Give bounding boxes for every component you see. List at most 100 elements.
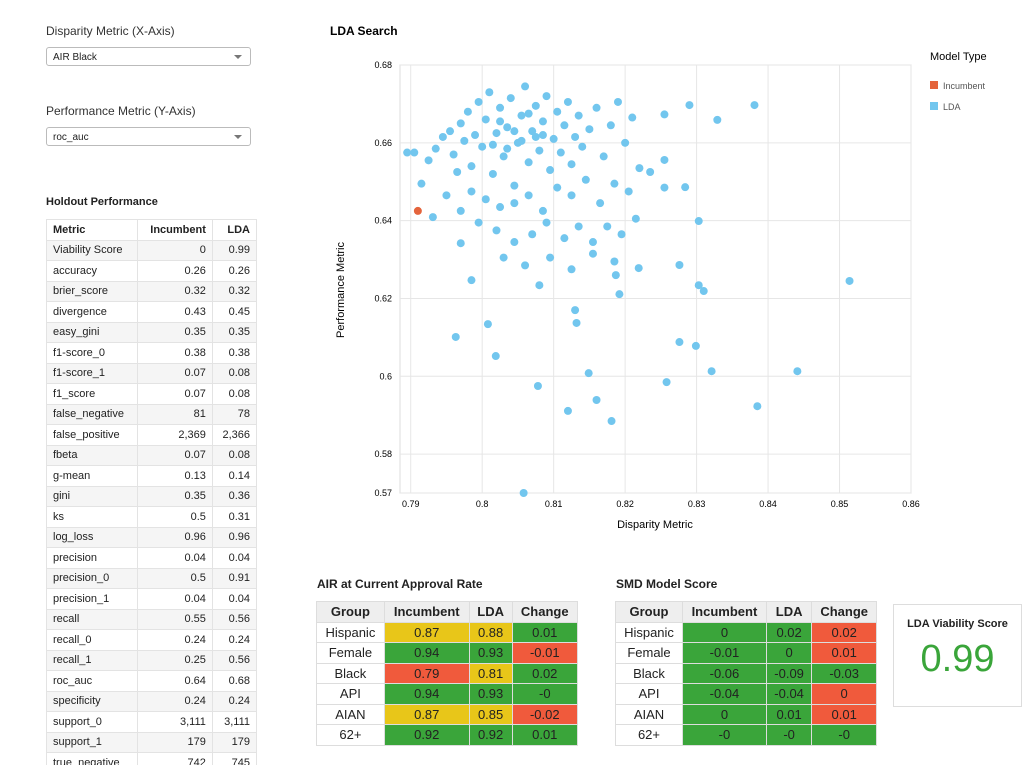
point [488,169,497,178]
point [503,123,512,132]
row: Black -0.06 -0.09 -0.03 [615,662,877,684]
point [446,127,455,136]
row: Viability Score 0 0.99 [46,239,257,261]
cell: AIAN [615,703,683,725]
cell: 0.01 [511,724,579,746]
cell: 3,111 [137,711,213,733]
point [617,230,626,239]
point [556,148,565,157]
cell: 0.87 [383,703,470,725]
cell: 0.04 [137,547,213,569]
cell: 0.38 [211,342,257,364]
legend-swatch [930,102,938,110]
header-cell: Change [511,601,579,623]
cell: 2,366 [211,424,257,446]
row: f1-score_0 0.38 0.38 [46,342,257,364]
point [560,234,569,243]
point [631,214,640,223]
cell: log_loss [46,526,139,548]
x-metric-dropdown[interactable]: AIR Black [46,47,251,66]
cell: API [316,683,385,705]
point [553,183,562,192]
row: API -0.04 -0.04 0 [615,683,877,705]
x-tick-label: 0.86 [902,499,920,509]
header-cell: LDA [765,601,813,623]
point [563,97,572,106]
cell: 2,369 [137,424,213,446]
x-tick-label: 0.83 [688,499,706,509]
cell: 0.79 [383,662,470,684]
cell: 0.56 [211,649,257,671]
y-tick-label: 0.62 [374,293,392,303]
cell: -0.04 [681,683,767,705]
cell: 0.01 [811,703,877,725]
point [662,378,671,387]
point [610,257,619,266]
point [606,121,615,130]
point [584,369,593,378]
y-metric-dropdown[interactable]: roc_auc [46,127,251,146]
header-cell: Incumbent [137,219,213,241]
point [596,199,605,208]
cell: 0.26 [211,260,257,282]
point [467,162,476,171]
cell: 0.32 [211,280,257,302]
cell: support_1 [46,731,139,753]
point [428,213,437,222]
point [524,158,533,167]
point [707,367,716,376]
point [492,226,501,235]
point [417,179,426,188]
cell: precision_1 [46,588,139,610]
x-tick-label: 0.8 [476,499,489,509]
row: ks 0.5 0.31 [46,506,257,528]
cell: true_negative [46,752,139,765]
point [646,168,655,176]
cell: -0 [681,724,767,746]
cell: recall_1 [46,649,139,671]
point [546,166,555,175]
cell: 0.02 [811,621,877,643]
cell: 0.92 [468,724,513,746]
smd-table: Group Incumbent LDA Change Hispanic 0 0.02 0.02… [615,601,877,746]
x-tick-label: 0.79 [402,499,420,509]
cell: 0.68 [211,670,257,692]
point [560,121,569,130]
row: precision_0 0.5 0.91 [46,567,257,589]
row: easy_gini 0.35 0.35 [46,321,257,343]
point [574,222,583,231]
cell: -0.06 [681,662,767,684]
cell: 0.88 [468,621,513,643]
point [694,281,703,290]
row: recall_0 0.24 0.24 [46,629,257,651]
cell: 0.02 [765,621,813,643]
point [467,187,476,196]
cell: -0.03 [811,662,877,684]
cell: 81 [137,403,213,425]
cell: 0.43 [137,301,213,323]
cell: 0.35 [211,321,257,343]
row: fbeta 0.07 0.08 [46,444,257,466]
cell: fbeta [46,444,139,466]
row: recall 0.55 0.56 [46,608,257,630]
point [694,217,703,226]
row: roc_auc 0.64 0.68 [46,670,257,692]
point [499,253,508,262]
cell: roc_auc [46,670,139,692]
point [481,115,490,124]
point [611,271,620,280]
header-cell: Change [811,601,877,623]
cell: 0.01 [511,621,579,643]
point [599,152,608,161]
point [496,203,505,212]
row: 62+ 0.92 0.92 0.01 [316,724,579,746]
point [510,181,519,190]
point [675,260,684,269]
point [621,138,630,147]
point [660,183,669,192]
cell: 3,111 [211,711,257,733]
cell: 0.24 [211,629,257,651]
cell: f1_score [46,383,139,405]
point [535,146,544,155]
